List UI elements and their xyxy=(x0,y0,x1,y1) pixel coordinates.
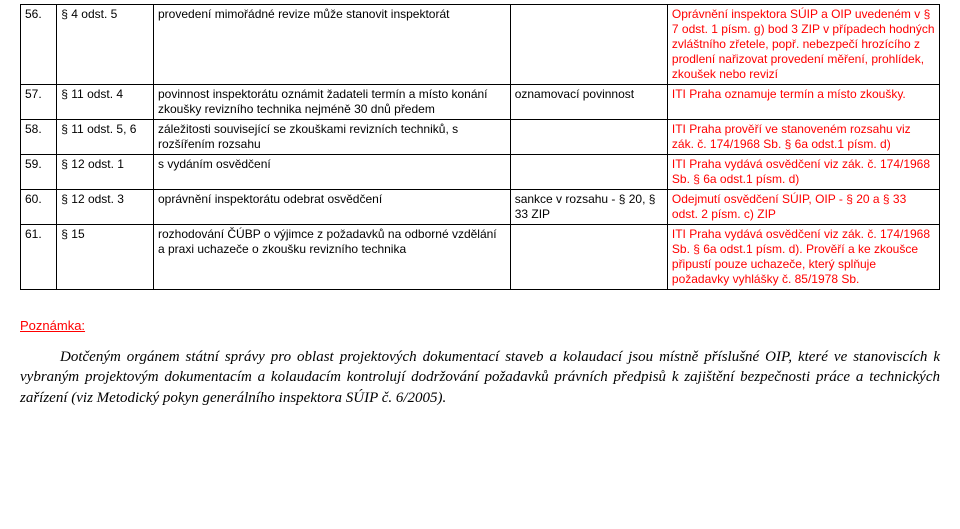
cell-ref: § 12 odst. 3 xyxy=(57,190,154,225)
cell-num: 61. xyxy=(21,225,57,290)
cell-ref: § 12 odst. 1 xyxy=(57,155,154,190)
regulation-table: 56. § 4 odst. 5 provedení mimořádné revi… xyxy=(20,4,940,290)
cell-ref: § 15 xyxy=(57,225,154,290)
page: 56. § 4 odst. 5 provedení mimořádné revi… xyxy=(0,0,960,529)
table-row: 58. § 11 odst. 5, 6 záležitosti souvisej… xyxy=(21,120,940,155)
cell-num: 59. xyxy=(21,155,57,190)
cell-ref: § 4 odst. 5 xyxy=(57,5,154,85)
cell-num: 58. xyxy=(21,120,57,155)
note-body: Dotčeným orgánem státní správy pro oblas… xyxy=(20,347,940,408)
cell-note: Odejmutí osvědčení SÚIP, OIP - § 20 a § … xyxy=(667,190,939,225)
note-block: Poznámka: Dotčeným orgánem státní správy… xyxy=(20,318,940,408)
table-row: 57. § 11 odst. 4 povinnost inspektorátu … xyxy=(21,85,940,120)
cell-mid xyxy=(510,5,667,85)
table-row: 59. § 12 odst. 1 s vydáním osvědčení ITI… xyxy=(21,155,940,190)
note-label: Poznámka: xyxy=(20,318,85,333)
cell-ref: § 11 odst. 5, 6 xyxy=(57,120,154,155)
table-row: 56. § 4 odst. 5 provedení mimořádné revi… xyxy=(21,5,940,85)
cell-note: Oprávnění inspektora SÚIP a OIP uvedeném… xyxy=(667,5,939,85)
cell-mid xyxy=(510,155,667,190)
cell-desc: rozhodování ČÚBP o výjimce z požadavků n… xyxy=(154,225,511,290)
cell-mid xyxy=(510,120,667,155)
cell-desc: oprávnění inspektorátu odebrat osvědčení xyxy=(154,190,511,225)
cell-mid: sankce v rozsahu - § 20, § 33 ZIP xyxy=(510,190,667,225)
cell-note: ITI Praha vydává osvědčení viz zák. č. 1… xyxy=(667,155,939,190)
cell-num: 57. xyxy=(21,85,57,120)
cell-desc: s vydáním osvědčení xyxy=(154,155,511,190)
cell-num: 60. xyxy=(21,190,57,225)
cell-note: ITI Praha oznamuje termín a místo zkoušk… xyxy=(667,85,939,120)
cell-desc: provedení mimořádné revize může stanovit… xyxy=(154,5,511,85)
cell-ref: § 11 odst. 4 xyxy=(57,85,154,120)
cell-desc: záležitosti související se zkouškami rev… xyxy=(154,120,511,155)
cell-mid: oznamovací povinnost xyxy=(510,85,667,120)
cell-note: ITI Praha vydává osvědčení viz zák. č. 1… xyxy=(667,225,939,290)
table-row: 61. § 15 rozhodování ČÚBP o výjimce z po… xyxy=(21,225,940,290)
cell-note: ITI Praha prověří ve stanoveném rozsahu … xyxy=(667,120,939,155)
cell-mid xyxy=(510,225,667,290)
table-row: 60. § 12 odst. 3 oprávnění inspektorátu … xyxy=(21,190,940,225)
cell-desc: povinnost inspektorátu oznámit žadateli … xyxy=(154,85,511,120)
cell-num: 56. xyxy=(21,5,57,85)
